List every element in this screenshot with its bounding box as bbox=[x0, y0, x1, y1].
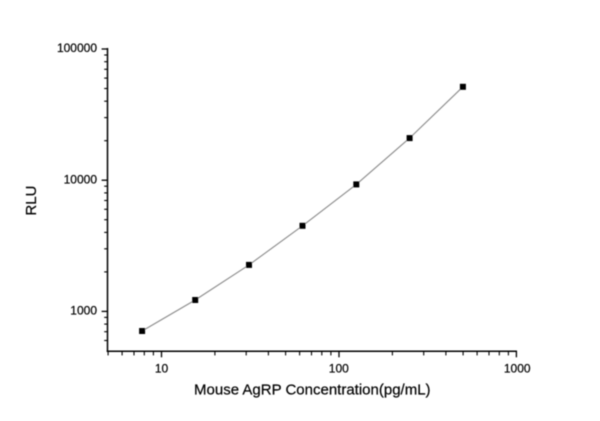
svg-text:RLU: RLU bbox=[23, 186, 40, 216]
svg-text:10: 10 bbox=[155, 361, 169, 375]
svg-text:100000: 100000 bbox=[57, 41, 97, 55]
svg-text:1000: 1000 bbox=[70, 304, 97, 318]
svg-text:1000: 1000 bbox=[504, 361, 531, 375]
svg-text:100: 100 bbox=[329, 361, 349, 375]
svg-text:10000: 10000 bbox=[64, 173, 98, 187]
svg-text:Mouse AgRP Concentration(pg/mL: Mouse AgRP Concentration(pg/mL) bbox=[194, 382, 431, 399]
